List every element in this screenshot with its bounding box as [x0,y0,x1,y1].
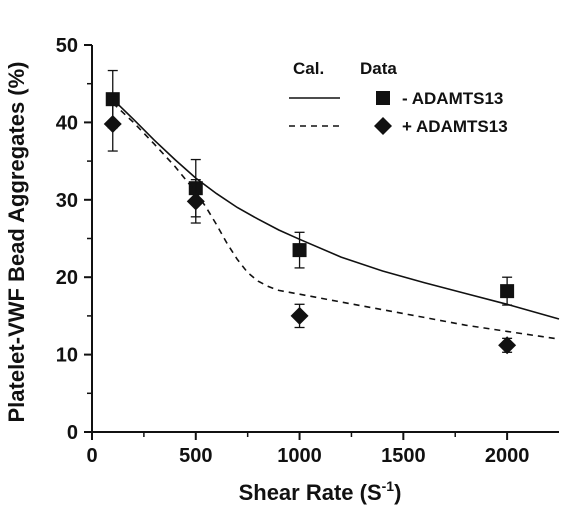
ticks: 0 500 1000 1500 2000 0 10 20 30 40 50 [56,35,530,467]
legend-square-marker [376,91,390,105]
series-minus-adamts13 [105,69,560,320]
y-tick-label: 10 [56,345,78,367]
data-point-square [500,284,515,299]
x-axis-title-close: ) [394,480,401,505]
legend-label-minus: - ADAMTS13 [402,89,503,108]
data-point-diamond [103,114,122,133]
x-tick-label: 1500 [381,445,426,467]
data-point-square [292,243,307,258]
y-tick-label: 30 [56,190,78,212]
legend-label-plus: + ADAMTS13 [402,117,508,136]
x-axis-title: Shear Rate (S-1) [239,478,402,505]
x-axis-title-superscript: -1 [382,478,395,494]
legend-diamond-marker [374,117,392,135]
y-axis-title: Platelet-VWF Bead Aggregates (%) [4,61,29,422]
legend: Cal. Data - ADAMTS13 + ADAMTS13 [289,59,508,136]
x-tick-label: 500 [179,445,212,467]
x-axis-title-main: Shear Rate (S [239,480,382,505]
x-tick-label: 2000 [485,445,530,467]
series-layer [103,69,560,355]
data-point-diamond [186,192,205,211]
calc-curve-solid [112,98,560,320]
legend-header-calc: Cal. [293,59,324,78]
data-point-diamond [290,306,309,325]
y-tick-label: 40 [56,112,78,134]
y-tick-label: 20 [56,267,78,289]
y-tick-label: 50 [56,35,78,57]
series-plus-adamts13 [103,96,560,355]
legend-header-data: Data [360,59,397,78]
calc-curve-dashed [112,102,560,340]
x-tick-label: 1000 [277,445,322,467]
data-point-diamond [498,336,517,355]
x-tick-label: 0 [86,445,97,467]
y-tick-label: 0 [67,422,78,444]
